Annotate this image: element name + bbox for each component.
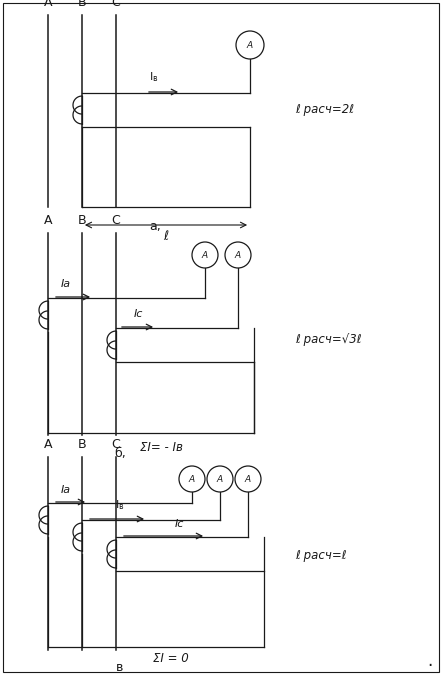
Text: Ic: Ic — [133, 309, 143, 319]
Text: A: A — [202, 250, 208, 259]
Text: C: C — [112, 214, 120, 227]
Circle shape — [235, 466, 261, 492]
Text: A: A — [247, 40, 253, 49]
Circle shape — [225, 242, 251, 268]
Text: A: A — [44, 0, 52, 9]
Text: б,: б, — [114, 447, 126, 460]
Text: A: A — [235, 250, 241, 259]
Text: ℓ расч=ℓ: ℓ расч=ℓ — [295, 549, 347, 562]
Circle shape — [207, 466, 233, 492]
Text: а,: а, — [149, 220, 161, 233]
Text: A: A — [217, 475, 223, 483]
Text: A: A — [44, 214, 52, 227]
Text: ΣI = 0: ΣI = 0 — [153, 652, 189, 665]
Text: ΣI= - Iв: ΣI= - Iв — [140, 441, 183, 454]
Circle shape — [179, 466, 205, 492]
Text: Ic: Ic — [174, 519, 184, 529]
Text: I$_\mathregular{в}$: I$_\mathregular{в}$ — [115, 498, 125, 512]
Text: Ia: Ia — [61, 485, 71, 495]
Text: .: . — [427, 652, 433, 670]
Circle shape — [192, 242, 218, 268]
Text: C: C — [112, 438, 120, 451]
Text: ℓ расч=√3ℓ: ℓ расч=√3ℓ — [295, 333, 362, 346]
Text: ℓ: ℓ — [164, 230, 168, 243]
Text: B: B — [78, 0, 86, 9]
Text: A: A — [189, 475, 195, 483]
Circle shape — [236, 31, 264, 59]
Text: C: C — [112, 0, 120, 9]
Text: в: в — [116, 661, 124, 674]
Text: Ia: Ia — [61, 279, 71, 289]
Text: B: B — [78, 438, 86, 451]
Text: A: A — [44, 438, 52, 451]
Text: I$_\mathregular{в}$: I$_\mathregular{в}$ — [149, 70, 159, 84]
Text: A: A — [245, 475, 251, 483]
Text: B: B — [78, 214, 86, 227]
Text: ℓ расч=2ℓ: ℓ расч=2ℓ — [295, 103, 354, 117]
